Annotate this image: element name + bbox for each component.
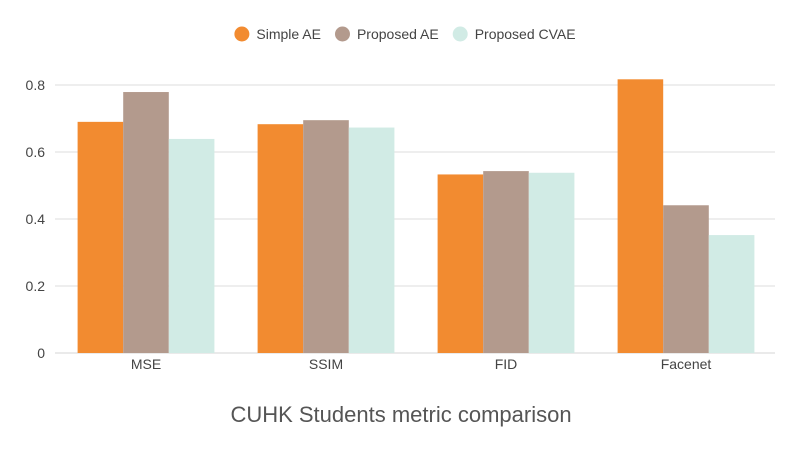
- bars: [77, 79, 755, 354]
- y-tick-label: 0.8: [26, 77, 46, 93]
- x-tick-label: SSIM: [309, 356, 343, 372]
- legend-label: Proposed CVAE: [475, 26, 576, 42]
- y-tick-label: 0: [37, 345, 45, 361]
- legend-swatch-icon: [452, 26, 468, 42]
- bar-simple-ae-fid[interactable]: [437, 174, 484, 353]
- legend-swatch-icon: [334, 26, 350, 42]
- legend-item[interactable]: Proposed CVAE: [452, 26, 576, 42]
- legend-item[interactable]: Proposed AE: [334, 26, 439, 42]
- bar-proposed-ae-fid[interactable]: [483, 171, 529, 353]
- bar-proposed-ae-facenet[interactable]: [663, 205, 709, 353]
- legend: Simple AE Proposed AE Proposed CVAE: [234, 26, 576, 42]
- bar-simple-ae-ssim[interactable]: [257, 124, 304, 353]
- bar-proposed-cvae-ssim[interactable]: [348, 127, 395, 353]
- bar-simple-ae-mse[interactable]: [77, 121, 124, 353]
- legend-label: Proposed AE: [357, 26, 439, 42]
- bar-simple-ae-facenet[interactable]: [617, 79, 664, 354]
- chart-title: CUHK Students metric comparison: [230, 402, 571, 427]
- bar-proposed-cvae-mse[interactable]: [168, 138, 215, 353]
- bar-proposed-cvae-fid[interactable]: [528, 172, 575, 353]
- x-tick-label: FID: [495, 356, 518, 372]
- bar-proposed-ae-ssim[interactable]: [303, 120, 349, 353]
- x-tick-label: Facenet: [661, 356, 712, 372]
- legend-item[interactable]: Simple AE: [234, 26, 321, 42]
- y-tick-label: 0.6: [26, 144, 46, 160]
- bar-proposed-cvae-facenet[interactable]: [708, 235, 755, 353]
- y-tick-label: 0.2: [26, 278, 46, 294]
- y-tick-label: 0.4: [26, 211, 46, 227]
- y-axis-ticks: 0 0.2 0.4 0.6 0.8: [26, 77, 46, 361]
- x-axis-ticks: MSE SSIM FID Facenet: [131, 356, 712, 372]
- legend-label: Simple AE: [256, 26, 321, 42]
- bar-proposed-ae-mse[interactable]: [123, 92, 169, 353]
- legend-swatch-icon: [234, 26, 250, 42]
- x-tick-label: MSE: [131, 356, 161, 372]
